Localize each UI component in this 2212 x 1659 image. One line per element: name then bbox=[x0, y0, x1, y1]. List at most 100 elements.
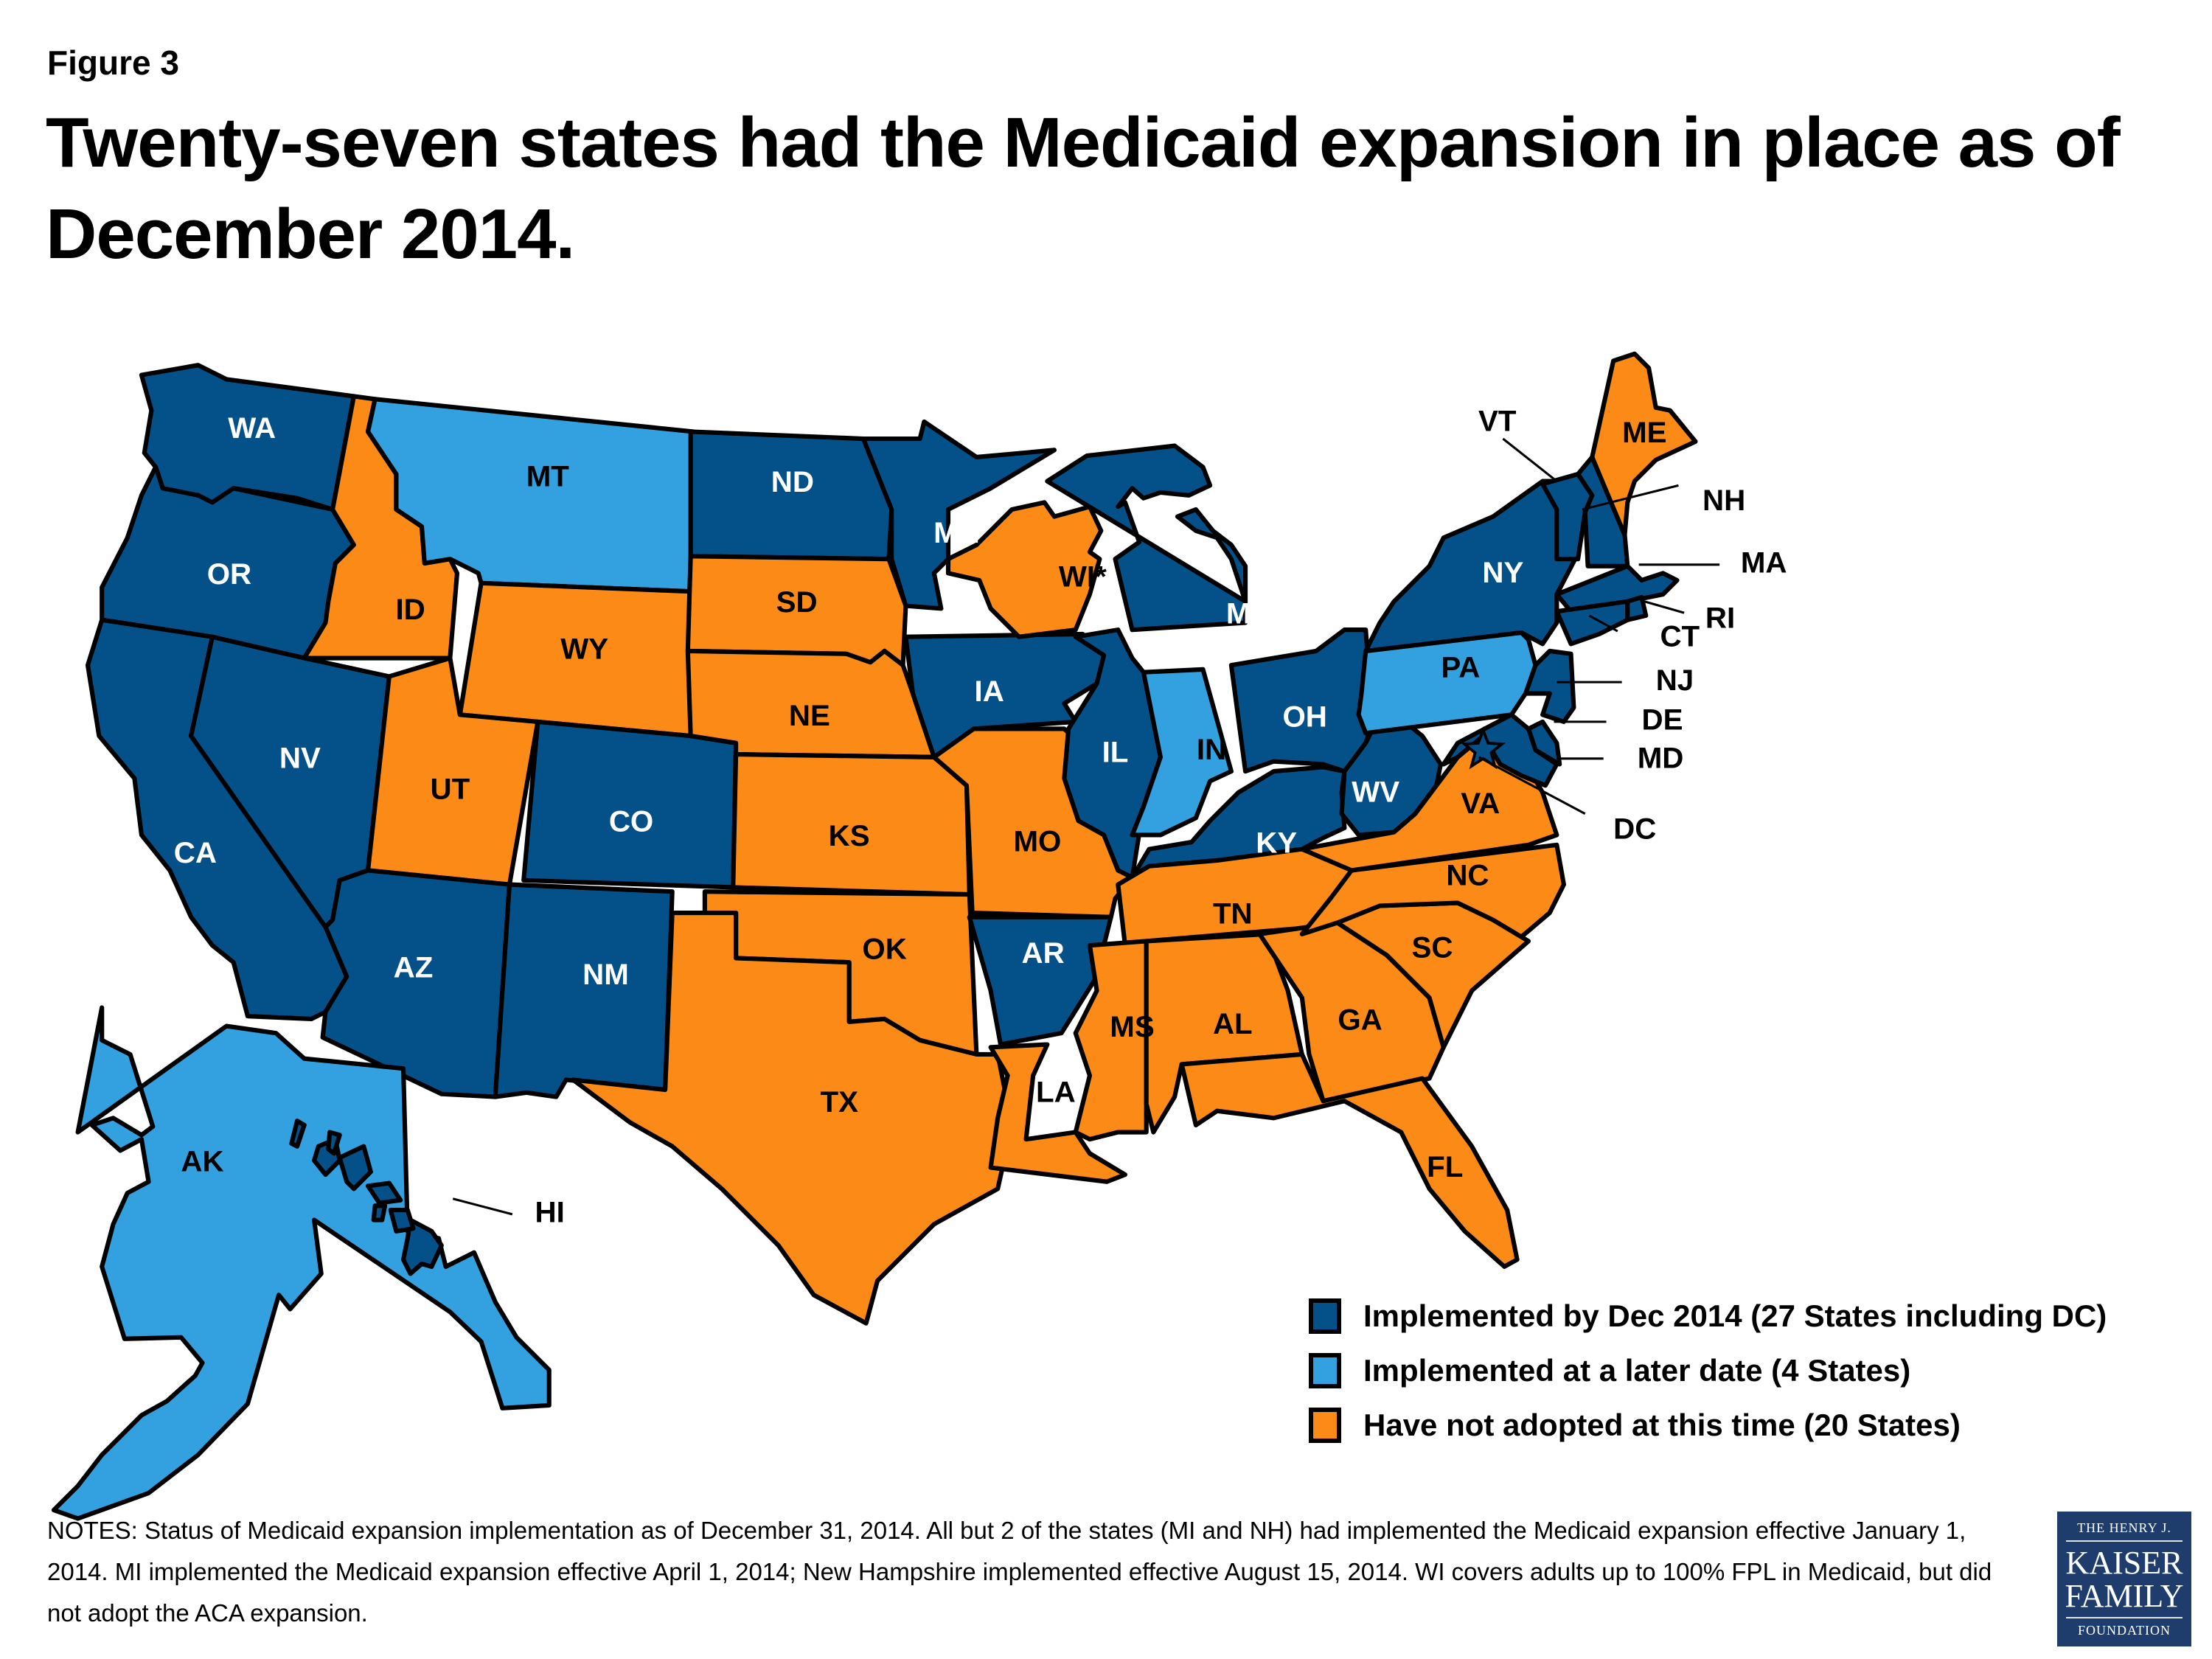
state-mn bbox=[860, 419, 1057, 611]
state-label-vt: VT bbox=[1478, 405, 1517, 438]
state-hi-island-5 bbox=[326, 1130, 342, 1156]
logo-line-4: FOUNDATION bbox=[2078, 1623, 2171, 1638]
state-hi-island-2 bbox=[365, 1180, 403, 1206]
state-label-pa: PA bbox=[1441, 651, 1480, 684]
state-label-fl: FL bbox=[1427, 1150, 1463, 1183]
state-label-co: CO bbox=[609, 805, 653, 838]
state-label-ky: KY bbox=[1256, 827, 1297, 860]
state-label-mo: MO bbox=[1013, 825, 1061, 858]
logo-rule bbox=[2066, 1540, 2183, 1542]
leader-line-ct bbox=[1588, 614, 1618, 633]
state-in bbox=[1130, 667, 1234, 838]
state-fl bbox=[1179, 1051, 1520, 1269]
state-mi bbox=[1045, 443, 1248, 633]
logo-line-2: KAISER bbox=[2065, 1545, 2183, 1581]
state-me bbox=[1590, 351, 1698, 538]
state-label-wi: WI* bbox=[1059, 560, 1107, 594]
legend-item-implemented: Implemented by Dec 2014 (27 States inclu… bbox=[1309, 1289, 2107, 1343]
state-tx bbox=[571, 910, 1015, 1326]
state-label-id: ID bbox=[395, 593, 425, 626]
logo-line-3: FAMILY bbox=[2065, 1578, 2184, 1614]
state-label-ca: CA bbox=[174, 836, 217, 869]
state-label-hi: HI bbox=[535, 1195, 565, 1228]
state-label-wa: WA bbox=[228, 411, 276, 445]
state-label-la: LA bbox=[1036, 1075, 1076, 1108]
logo-line-1: THE HENRY J. bbox=[2077, 1520, 2171, 1535]
state-label-dc: DC bbox=[1613, 812, 1656, 845]
state-label-mt: MT bbox=[526, 459, 570, 493]
legend-label: Implemented at a later date (4 States) bbox=[1363, 1353, 1911, 1388]
legend: Implemented by Dec 2014 (27 States inclu… bbox=[1309, 1289, 2107, 1453]
state-label-sc: SC bbox=[1411, 931, 1453, 964]
state-label-md: MD bbox=[1638, 741, 1684, 774]
state-label-ok: OK bbox=[862, 932, 906, 965]
state-ny bbox=[1363, 479, 1581, 653]
state-label-az: AZ bbox=[394, 950, 434, 984]
state-label-ri: RI bbox=[1705, 601, 1735, 634]
state-label-ga: GA bbox=[1338, 1003, 1382, 1036]
legend-label: Have not adopted at this time (20 States… bbox=[1363, 1408, 1961, 1442]
state-label-ks: KS bbox=[829, 819, 870, 852]
state-label-ia: IA bbox=[975, 675, 1004, 708]
state-hi-island-1 bbox=[337, 1144, 373, 1192]
chart-title: Twenty-seven states had the Medicaid exp… bbox=[46, 103, 2121, 274]
state-ar bbox=[967, 914, 1113, 1047]
state-label-wv: WV bbox=[1352, 775, 1399, 808]
state-hi-island-6 bbox=[289, 1119, 307, 1149]
state-ak bbox=[51, 1005, 552, 1521]
state-label-ct: CT bbox=[1660, 619, 1700, 653]
state-label-ut: UT bbox=[431, 773, 470, 806]
state-hi bbox=[400, 1217, 444, 1276]
leader-line-ri bbox=[1644, 600, 1685, 614]
leader-line-nh bbox=[1582, 484, 1679, 511]
state-la bbox=[988, 1042, 1127, 1184]
state-hi-island-3 bbox=[388, 1208, 416, 1234]
state-label-nj: NJ bbox=[1656, 664, 1694, 697]
state-label-de: DE bbox=[1642, 703, 1683, 737]
state-ct bbox=[1554, 599, 1630, 647]
state-label-ny: NY bbox=[1482, 556, 1523, 589]
state-label-nh: NH bbox=[1703, 484, 1745, 517]
state-label-wy: WY bbox=[560, 633, 608, 666]
leader-line-dc bbox=[1478, 756, 1586, 815]
state-label-nm: NM bbox=[582, 958, 629, 991]
state-label-il: IL bbox=[1102, 736, 1129, 769]
state-nc bbox=[1299, 842, 1567, 939]
state-label-ak: AK bbox=[181, 1144, 223, 1178]
state-label-oh: OH bbox=[1282, 700, 1326, 734]
state-label-al: AL bbox=[1213, 1007, 1253, 1040]
notes-text: NOTES: Status of Medicaid expansion impl… bbox=[47, 1517, 1992, 1627]
legend-swatch-not-adopted bbox=[1309, 1408, 1341, 1443]
leader-line-hi bbox=[452, 1197, 513, 1216]
legend-item-not-adopted: Have not adopted at this time (20 States… bbox=[1309, 1398, 2107, 1453]
state-label-mi: MI bbox=[1226, 597, 1259, 630]
state-label-or: OR bbox=[207, 557, 251, 591]
legend-swatch-later bbox=[1309, 1353, 1341, 1388]
legend-swatch-implemented bbox=[1309, 1298, 1341, 1334]
state-hi-island-4 bbox=[371, 1203, 388, 1222]
logo-rule bbox=[2066, 1617, 2183, 1618]
state-label-ne: NE bbox=[789, 699, 830, 732]
state-label-va: VA bbox=[1461, 787, 1500, 820]
state-label-ma: MA bbox=[1741, 546, 1787, 579]
legend-item-later: Implemented at a later date (4 States) bbox=[1309, 1343, 2107, 1398]
state-label-mn: MN bbox=[933, 516, 980, 549]
state-label-tn: TN bbox=[1213, 897, 1253, 930]
kff-logo: THE HENRY J. KAISER FAMILY FOUNDATION bbox=[2057, 1512, 2191, 1646]
state-ri bbox=[1625, 594, 1649, 622]
state-label-nv: NV bbox=[279, 741, 321, 774]
state-label-ms: MS bbox=[1110, 1010, 1154, 1043]
leader-line-vt bbox=[1502, 437, 1558, 482]
figure-label: Figure 3 bbox=[47, 44, 179, 82]
legend-label: Implemented by Dec 2014 (27 States inclu… bbox=[1363, 1298, 2107, 1333]
state-label-in: IN bbox=[1197, 733, 1226, 766]
state-label-sd: SD bbox=[776, 585, 818, 619]
state-label-tx: TX bbox=[820, 1085, 858, 1119]
state-il bbox=[1062, 627, 1163, 880]
state-label-nd: ND bbox=[771, 465, 814, 498]
state-label-ar: AR bbox=[1021, 936, 1064, 970]
state-wi bbox=[945, 500, 1104, 639]
state-label-nc: NC bbox=[1446, 859, 1489, 892]
state-label-me: ME bbox=[1622, 416, 1666, 449]
